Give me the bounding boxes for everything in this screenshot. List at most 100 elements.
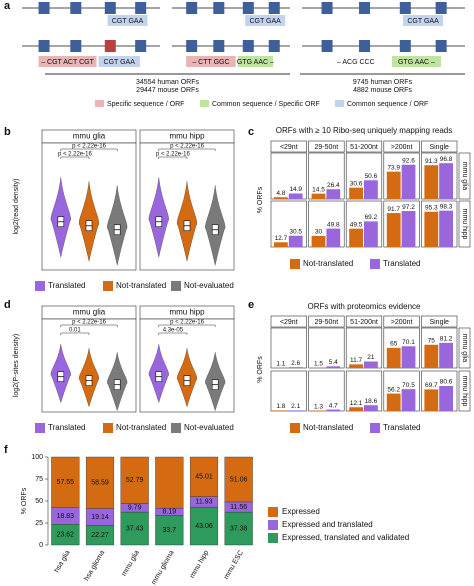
exon	[399, 2, 411, 14]
codon-box	[392, 56, 441, 67]
x-tick-label: mmu hipp	[189, 549, 210, 579]
bar	[288, 410, 303, 411]
legend-swatch	[268, 533, 278, 543]
bracket	[60, 332, 90, 335]
bar	[386, 347, 401, 368]
value-label: 73.9	[387, 164, 400, 171]
bar-segment	[189, 456, 219, 497]
bar	[401, 164, 416, 199]
facet-label: mmu hipp	[169, 132, 205, 141]
value-label: 97.2	[402, 204, 415, 211]
y-tick-label: 100	[31, 454, 43, 461]
bar	[424, 389, 439, 411]
bar-segment	[85, 456, 115, 509]
codon-text: GTG AAC –	[398, 59, 435, 66]
exon	[135, 40, 147, 52]
exon	[104, 40, 116, 52]
value-label: 1.3	[314, 403, 323, 410]
value-label: 1.1	[276, 360, 285, 367]
value-label: 22.27	[91, 532, 109, 539]
legend-label: Not-evaluated	[184, 423, 234, 432]
exon	[359, 40, 371, 52]
column-label: <29nt	[280, 144, 298, 151]
bar	[326, 228, 341, 247]
value-label: 9.79	[128, 505, 142, 512]
bar	[364, 405, 378, 411]
bar	[424, 211, 439, 247]
legend-label: Not-translated	[303, 259, 353, 268]
exon	[104, 2, 116, 14]
exon	[186, 40, 198, 52]
legend-label: Common sequence / Specific ORF	[212, 101, 320, 108]
bar-segment	[120, 456, 149, 504]
codon-text: CGT GAA	[104, 59, 136, 66]
p-value: p < 2.22e-16	[72, 320, 107, 326]
column-label: 51-200nt	[350, 319, 378, 326]
facet-label: mmu glia	[73, 308, 106, 317]
value-label: 11.56	[230, 504, 247, 511]
value-label: 18.83	[57, 513, 75, 520]
codon-box	[237, 56, 274, 67]
bar	[439, 342, 453, 368]
value-label: 70.1	[402, 339, 415, 346]
bracket	[158, 148, 216, 151]
codon-text: CGT GAA	[112, 18, 144, 25]
value-label: 57.55	[57, 479, 75, 486]
bar-segment	[189, 506, 219, 546]
count-text: 34554 human ORFs	[136, 79, 200, 86]
y-tick-label: 25	[35, 520, 43, 527]
x-tick-label: mmu glia	[121, 549, 141, 577]
legend-label: Expressed	[282, 507, 320, 516]
legend-swatch	[268, 520, 278, 530]
legend-label: Expressed and translated	[282, 520, 373, 529]
exon	[70, 2, 82, 14]
bar	[439, 386, 453, 411]
value-label: 18.6	[365, 398, 378, 405]
codon-box	[38, 56, 97, 67]
value-label: 30.5	[289, 228, 302, 235]
codon-box	[98, 56, 140, 67]
count-text: 29447 mouse ORFs	[136, 87, 199, 94]
value-label: 14.9	[289, 186, 302, 193]
facet-strip	[421, 315, 458, 328]
facet-strip	[458, 327, 471, 369]
bar	[288, 235, 303, 247]
value-label: 98.3	[440, 203, 453, 210]
exon	[399, 40, 411, 52]
bracket	[60, 156, 90, 159]
bar-segment	[120, 511, 149, 546]
codon-text: – CGT ACT CGT	[41, 59, 94, 66]
value-label: 12.7	[275, 235, 288, 242]
legend-swatch	[200, 100, 209, 107]
bar	[288, 193, 303, 199]
exon	[268, 40, 280, 52]
facet-strip	[270, 140, 307, 153]
exon	[70, 40, 82, 52]
legend-swatch	[290, 423, 300, 433]
codon-text: – ACG CCC	[337, 59, 375, 66]
bar	[439, 163, 453, 199]
value-label: 21	[367, 354, 375, 361]
column-label: >200nt	[391, 319, 413, 326]
exon	[435, 40, 447, 52]
value-label: 8.19	[163, 509, 177, 516]
value-label: 37.43	[126, 525, 144, 532]
value-label: 70.5	[402, 382, 415, 389]
bar	[326, 189, 341, 199]
bar	[349, 228, 363, 247]
bar	[274, 197, 288, 199]
value-label: 52.79	[126, 477, 144, 484]
facet-strip	[458, 152, 471, 200]
bar	[349, 364, 363, 368]
p-value: 4.3e-05	[163, 328, 184, 334]
value-label: 50.6	[365, 173, 378, 180]
value-label: 92.6	[402, 157, 415, 164]
value-label: 75	[428, 337, 436, 344]
exon	[242, 2, 254, 14]
bar	[439, 210, 453, 247]
value-label: 58.59	[91, 480, 109, 487]
value-label: 96.8	[440, 156, 453, 163]
bracket	[158, 156, 188, 159]
bar	[401, 211, 416, 247]
legend-swatch	[335, 100, 344, 107]
